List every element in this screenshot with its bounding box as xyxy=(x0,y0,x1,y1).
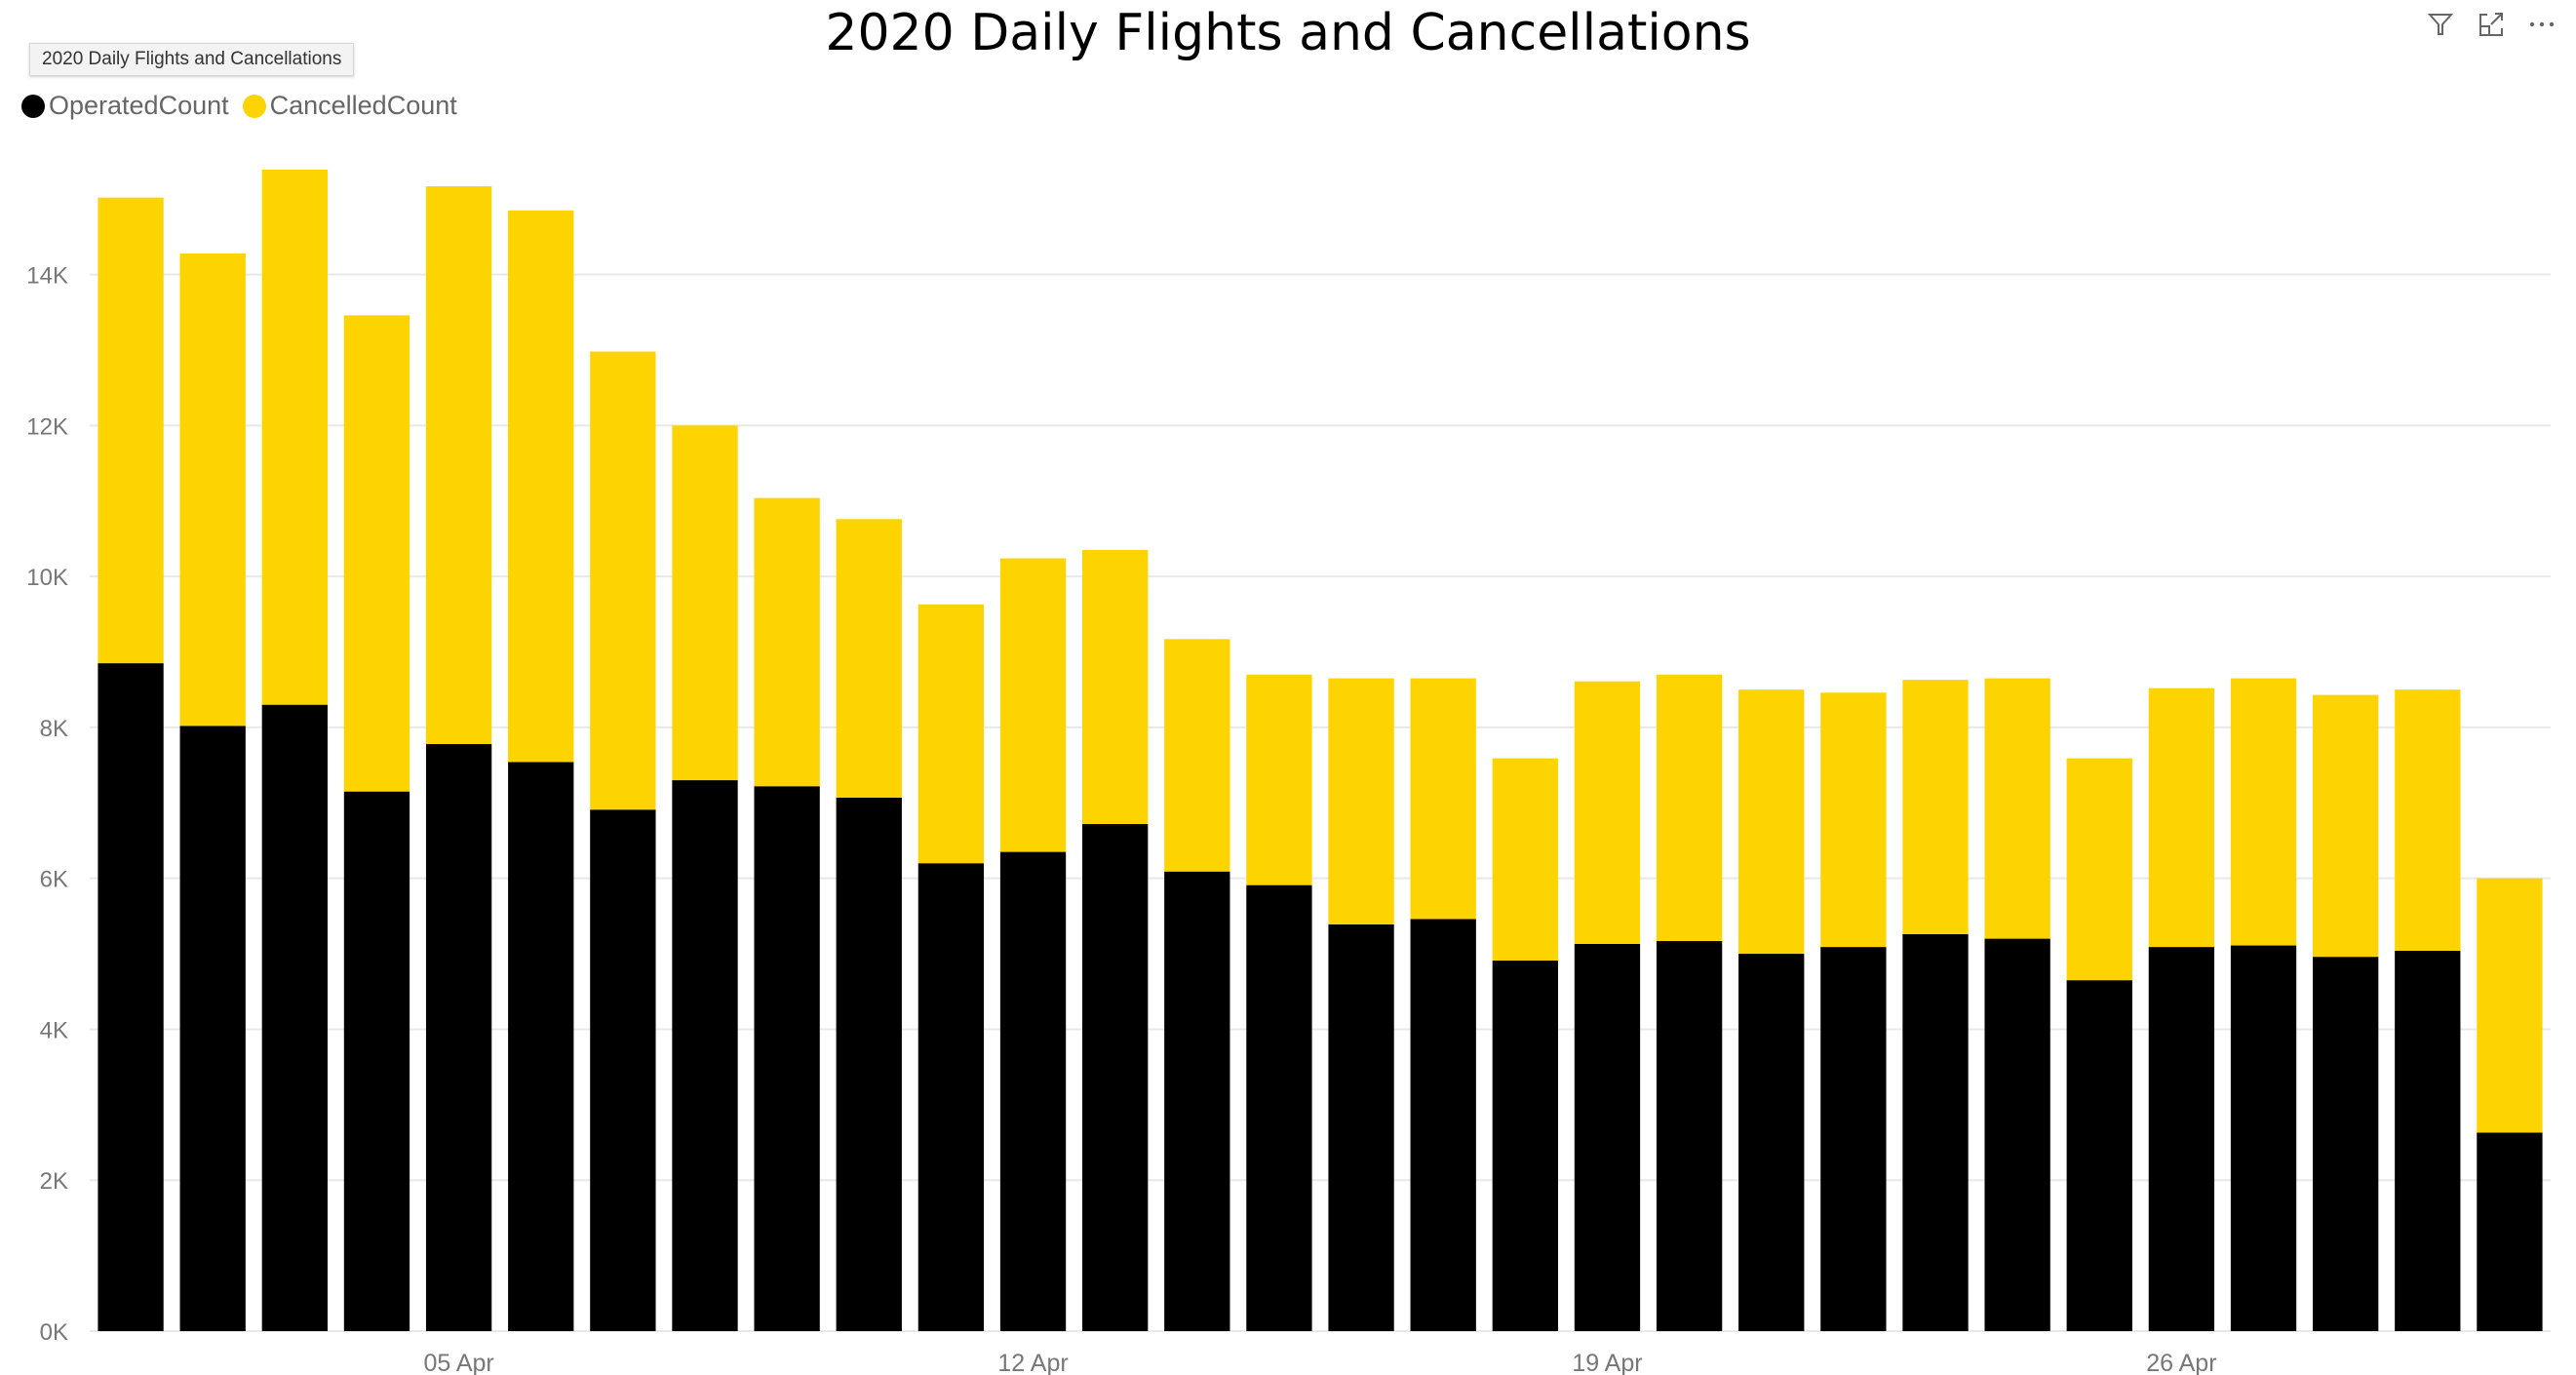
bar-cancelled[interactable] xyxy=(1820,692,1887,948)
chart-title: 2020 Daily Flights and Cancellations xyxy=(825,4,1751,62)
bar-operated[interactable] xyxy=(1164,871,1230,1331)
bar-operated[interactable] xyxy=(1082,823,1149,1331)
bar-cancelled[interactable] xyxy=(2230,678,2297,946)
legend: OperatedCount CancelledCount xyxy=(21,91,471,121)
bar-cancelled[interactable] xyxy=(508,210,574,763)
x-tick-label: 26 Apr xyxy=(2146,1350,2216,1375)
bar-operated[interactable] xyxy=(425,743,492,1331)
bar-operated[interactable] xyxy=(2395,950,2461,1331)
bar-cancelled[interactable] xyxy=(1574,681,1641,944)
bar-operated[interactable] xyxy=(508,762,574,1331)
bar-cancelled[interactable] xyxy=(1984,678,2050,939)
legend-item-cancelled[interactable]: CancelledCount xyxy=(242,91,457,121)
x-tick-label: 12 Apr xyxy=(997,1350,1068,1375)
bar-operated[interactable] xyxy=(2066,980,2132,1331)
bar-operated[interactable] xyxy=(1656,940,1723,1331)
more-options-icon[interactable] xyxy=(2527,10,2556,39)
title-tooltip: 2020 Daily Flights and Cancellations xyxy=(29,43,355,76)
bar-operated[interactable] xyxy=(672,780,738,1331)
bar-operated[interactable] xyxy=(2230,945,2297,1331)
x-tick-label: 05 Apr xyxy=(423,1350,493,1375)
bar-operated[interactable] xyxy=(261,704,328,1331)
bar-operated[interactable] xyxy=(179,726,246,1331)
bar-cancelled[interactable] xyxy=(1082,550,1149,824)
bar-cancelled[interactable] xyxy=(98,197,164,664)
bar-operated[interactable] xyxy=(98,663,164,1331)
bar-cancelled[interactable] xyxy=(179,253,246,727)
bar-operated[interactable] xyxy=(836,797,902,1331)
bar-cancelled[interactable] xyxy=(1328,678,1394,924)
y-tick-label: 10K xyxy=(26,565,68,591)
bar-operated[interactable] xyxy=(1738,954,1805,1331)
visual-header-toolbar xyxy=(2426,10,2556,39)
y-tick-label: 2K xyxy=(40,1168,68,1195)
bar-operated[interactable] xyxy=(1492,961,1558,1331)
legend-marker-operated xyxy=(21,94,45,118)
bar-cancelled[interactable] xyxy=(836,519,902,798)
bar-operated[interactable] xyxy=(1820,947,1887,1331)
y-tick-label: 0K xyxy=(40,1319,68,1346)
bar-cancelled[interactable] xyxy=(1246,674,1312,885)
y-tick-label: 4K xyxy=(40,1017,68,1043)
y-tick-label: 12K xyxy=(26,413,68,440)
bar-operated[interactable] xyxy=(1328,923,1394,1331)
bar-cancelled[interactable] xyxy=(1410,678,1476,920)
bar-operated[interactable] xyxy=(343,791,410,1331)
bar-cancelled[interactable] xyxy=(917,604,985,864)
bar-cancelled[interactable] xyxy=(261,169,328,705)
y-tick-label: 6K xyxy=(40,867,68,893)
bar-cancelled[interactable] xyxy=(1738,689,1805,955)
bar-operated[interactable] xyxy=(2313,957,2379,1331)
legend-item-operated[interactable]: OperatedCount xyxy=(21,91,229,121)
bar-cancelled[interactable] xyxy=(999,558,1067,852)
y-tick-label: 14K xyxy=(26,263,68,290)
bar-cancelled[interactable] xyxy=(590,351,656,810)
bar-cancelled[interactable] xyxy=(672,425,738,781)
bar-operated[interactable] xyxy=(917,863,985,1331)
bar-cancelled[interactable] xyxy=(1656,674,1723,941)
bar-operated[interactable] xyxy=(754,786,820,1331)
bar-operated[interactable] xyxy=(1902,933,1969,1331)
bar-cancelled[interactable] xyxy=(2477,878,2543,1133)
bar-cancelled[interactable] xyxy=(2066,758,2132,981)
bar-cancelled[interactable] xyxy=(754,497,820,787)
bar-operated[interactable] xyxy=(1574,943,1641,1331)
legend-marker-cancelled xyxy=(242,94,266,118)
bar-cancelled[interactable] xyxy=(425,186,492,744)
bar-cancelled[interactable] xyxy=(2148,688,2215,948)
bar-operated[interactable] xyxy=(1410,919,1476,1331)
bar-operated[interactable] xyxy=(999,851,1067,1331)
bar-cancelled[interactable] xyxy=(1902,680,1969,934)
bars xyxy=(98,169,2543,1331)
gridlines xyxy=(90,273,2551,1332)
x-tick-label: 19 Apr xyxy=(1572,1350,1642,1375)
bar-operated[interactable] xyxy=(1246,884,1312,1331)
focus-mode-icon[interactable] xyxy=(2477,10,2506,39)
bar-cancelled[interactable] xyxy=(2395,689,2461,951)
bar-cancelled[interactable] xyxy=(1164,639,1230,872)
bar-cancelled[interactable] xyxy=(2313,694,2379,958)
bar-operated[interactable] xyxy=(2477,1132,2543,1331)
y-axis: 0K 2K 4K 6K 8K 10K 12K 14K xyxy=(26,263,68,1346)
x-axis: 05 Apr 12 Apr 19 Apr 26 Apr xyxy=(423,1350,2216,1375)
legend-label-operated: OperatedCount xyxy=(49,91,229,120)
bar-cancelled[interactable] xyxy=(1492,758,1558,962)
filter-icon[interactable] xyxy=(2426,10,2455,39)
legend-label-cancelled: CancelledCount xyxy=(269,91,457,120)
bar-cancelled[interactable] xyxy=(343,315,410,792)
bar-operated[interactable] xyxy=(1984,938,2050,1331)
bar-operated[interactable] xyxy=(2148,947,2215,1331)
y-tick-label: 8K xyxy=(40,716,68,742)
bar-operated[interactable] xyxy=(590,809,656,1331)
